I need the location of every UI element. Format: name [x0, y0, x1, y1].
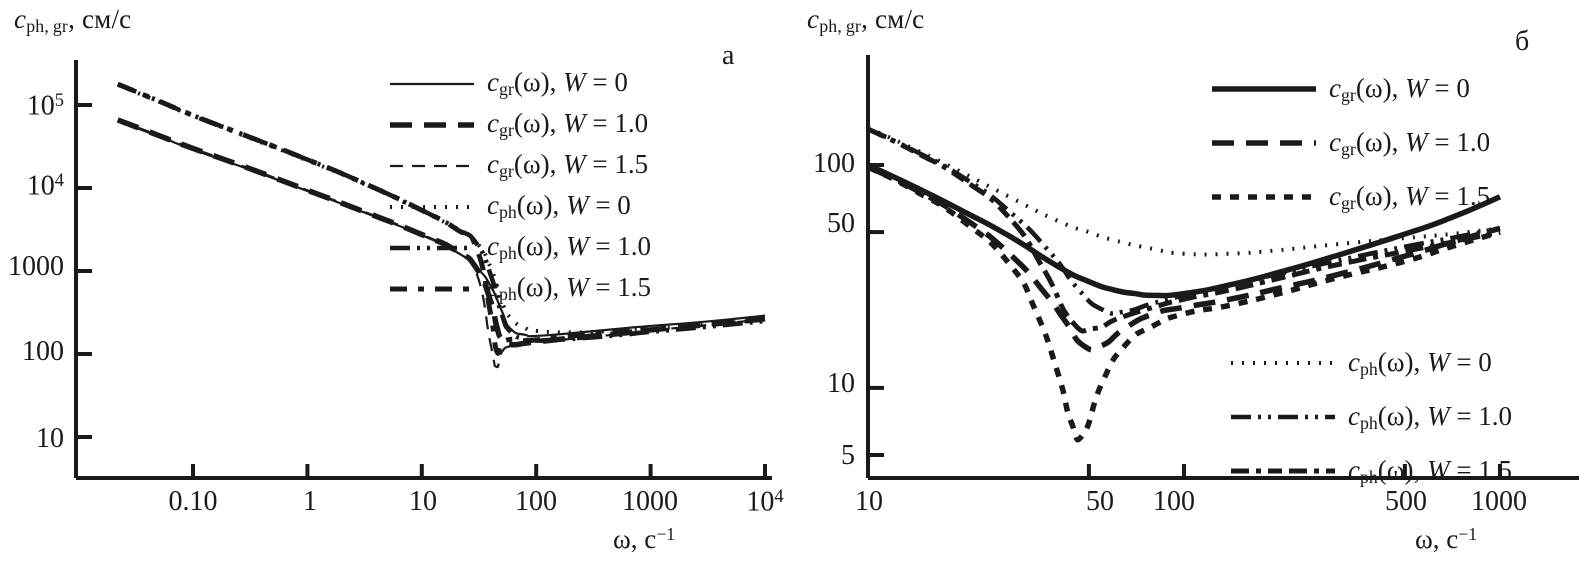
panel-a-xtick-100: 100 — [515, 486, 557, 517]
panel-b-legend-bottom-label-0: cph(ω), W = 0 — [1348, 346, 1492, 379]
panel-b-y-axis-title: cph, gr, см/с — [807, 4, 925, 36]
panel-a-legend-item-3: cph(ω), W = 0 — [389, 186, 651, 227]
series-c-ph-w-w-1-5 — [866, 126, 1501, 334]
panel-b-legend-top-item-2: cgr(ω), W = 1.5 — [1211, 170, 1490, 224]
panel-b-legend-top-label-1: cgr(ω), W = 1.0 — [1329, 126, 1491, 159]
panel-a-legend-item-2: cgr(ω), W = 1.5 — [389, 145, 651, 186]
panel-a-legend-swatch-dashed-bold — [389, 115, 475, 135]
panel-b-letter: б — [1515, 26, 1530, 57]
panel-b-curves — [866, 125, 1502, 443]
panel-a-plot — [74, 60, 772, 480]
panel-b-legend-top-item-1: cgr(ω), W = 1.0 — [1211, 116, 1490, 170]
panel-b-legend-top-label-0: cgr(ω), W = 0 — [1329, 72, 1470, 105]
panel-a-letter: a — [722, 40, 735, 71]
panel-a-xtick-1: 1 — [303, 486, 317, 517]
panel-b-xtick-10: 10 — [855, 486, 883, 517]
panel-a-curves — [116, 81, 766, 369]
panel-a-legend-swatch-dashed-thin — [389, 156, 475, 176]
panel-a-legend-swatch-dotted — [389, 197, 475, 217]
panel-b-legend-bottom-swatch-dashdotdot — [1230, 407, 1336, 427]
panel-b-legend-top-label-2: cgr(ω), W = 1.5 — [1329, 180, 1491, 213]
panel-a-ytick-100: 100 — [22, 336, 64, 367]
series-c-ph-w-w-1-0 — [116, 82, 766, 344]
panel-a-xtick-1e4: 104 — [746, 486, 784, 518]
panel-a-legend-item-4: cph(ω), W = 1.0 — [389, 227, 651, 268]
panel-a-legend-item-0: cgr(ω), W = 0 — [389, 63, 651, 104]
panel-b-xtick-1000: 1000 — [1471, 486, 1527, 517]
panel-a-legend-label-4: cph(ω), W = 1.0 — [487, 231, 652, 263]
panel-a-legend: cgr(ω), W = 0 cgr(ω), W = 1.0 cgr(ω), W = … — [389, 63, 651, 309]
panel-a-ytick-1000: 1000 — [8, 251, 64, 282]
panel-a-ytick-10: 10 — [36, 423, 64, 454]
panel-a-legend-label-5: cph(ω), W = 1.5 — [487, 272, 652, 304]
panel-a-ytick-1e4: 104 — [26, 170, 64, 202]
panel-b-plot — [866, 55, 1579, 480]
panel-a-xtick-10: 10 — [409, 486, 437, 517]
panel-b-ytick-5: 5 — [841, 440, 855, 471]
panel-a-legend-label-0: cgr(ω), W = 0 — [487, 67, 628, 99]
series-c-ph-w-w-0 — [117, 82, 766, 335]
series-c-ph-w-w-0 — [867, 125, 1501, 257]
panel-b-legend-top: cgr(ω), W = 0 cgr(ω), W = 1.0 cgr(ω), W = … — [1211, 62, 1490, 224]
panel-a-legend-swatch-dashdash — [389, 279, 475, 299]
panel-b-xtick-500: 500 — [1385, 486, 1427, 517]
panel-a-legend-swatch-dashdotdot — [389, 238, 475, 258]
panel-b-legend-top-swatch-solid-bold — [1211, 79, 1317, 99]
panel-b-xtick-100: 100 — [1153, 486, 1195, 517]
series-c-ph-w-w-1-5 — [116, 81, 651, 356]
panel-b: cph, gr, см/с б 5 10 50 100 10 50 100 50… — [793, 0, 1586, 569]
panel-b-ytick-10: 10 — [827, 368, 855, 399]
panel-b-legend-bottom-swatch-dotted — [1230, 353, 1336, 373]
panel-a-legend-label-3: cph(ω), W = 0 — [487, 190, 631, 222]
panel-b-ytick-50: 50 — [827, 208, 855, 239]
panel-a-x-axis-title: ω, с−1 — [613, 524, 676, 555]
panel-a-xtick-0.10: 0.10 — [168, 486, 218, 517]
panel-b-legend-bottom-label-1: cph(ω), W = 1.0 — [1348, 400, 1513, 433]
panel-b-xtick-50: 50 — [1086, 486, 1114, 517]
panel-a-legend-label-2: cgr(ω), W = 1.5 — [487, 149, 649, 181]
panel-a-legend-swatch-solid — [389, 74, 475, 94]
panel-a-ytick-1e5: 105 — [26, 90, 64, 122]
panel-a-y-axis-title: cph, gr, см/с — [14, 4, 132, 36]
panel-b-legend-bottom-item-0: cph(ω), W = 0 — [1230, 336, 1512, 390]
panel-a-ticks — [76, 103, 767, 478]
panel-b-legend-top-swatch-dashed-bold — [1211, 133, 1317, 153]
panel-b-legend-bottom-label-2: cph(ω), W = 1.5 — [1348, 454, 1513, 487]
panel-b-legend-bottom-item-1: cph(ω), W = 1.0 — [1230, 390, 1512, 444]
panel-a: cph, gr, см/с a 10 100 1000 104 105 0.10… — [8, 4, 784, 555]
panel-b-legend-bottom-swatch-dashdotdash — [1230, 461, 1336, 481]
panel-b-x-axis-title: ω, с−1 — [1415, 524, 1478, 555]
series-c-gr-w-w-1-5 — [117, 118, 766, 369]
series-c-gr-w-w-0 — [866, 162, 1502, 299]
series-c-gr-w-w-1-5 — [866, 164, 1501, 443]
panel-a-legend-item-1: cgr(ω), W = 1.0 — [389, 104, 651, 145]
panel-a-legend-label-1: cgr(ω), W = 1.0 — [487, 108, 649, 140]
panel-b-legend-bottom-item-2: cph(ω), W = 1.5 — [1230, 444, 1512, 498]
panel-a-legend-item-5: cph(ω), W = 1.5 — [389, 268, 651, 309]
series-c-gr-w-w-1-0 — [866, 164, 1501, 353]
panel-a-xtick-1000: 1000 — [622, 486, 678, 517]
panel-b-legend-top-swatch-dotted-bold — [1211, 187, 1317, 207]
panel-b-legend-bottom: cph(ω), W = 0 cph(ω), W = 1.0 cph(ω), W = … — [1230, 336, 1512, 498]
panel-b-ytick-100: 100 — [813, 148, 855, 179]
panel-b-legend-top-item-0: cgr(ω), W = 0 — [1211, 62, 1490, 116]
series-c-gr-w-w-1-0 — [116, 117, 766, 348]
